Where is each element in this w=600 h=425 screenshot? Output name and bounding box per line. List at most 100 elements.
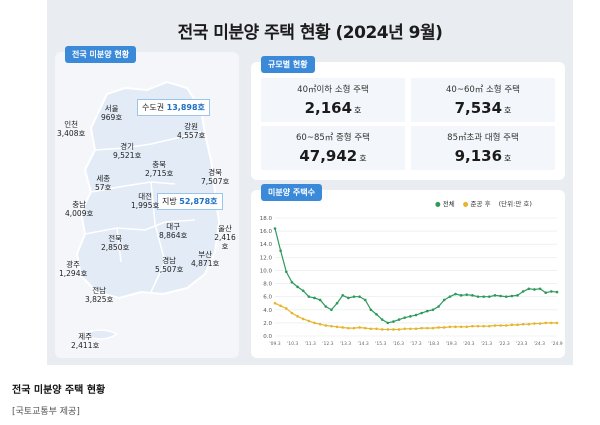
size-card: 규모별 현황 40㎡이하 소형 주택 2,164 호 40~60㎡ 소형 주택 7… [251,56,565,180]
series-point-total [273,227,277,230]
series-point-total [442,298,446,302]
series-point-completed [459,325,463,329]
series-point-total [533,288,536,291]
region-busan: 부산 4,871호 [191,250,220,268]
series-point-total [425,309,429,313]
series-point-completed [425,326,429,330]
line-chart-card: 미분양 주택수 ● 전체 ● 준공 후 (단위:만 호) 0.0 2.0 4.0 6.… [251,184,565,358]
local-area-box: 지방 52,878호 [157,193,223,210]
series-point-total [330,308,333,312]
region-sejong: 세종 57호 [95,174,112,192]
x-tick-label: '12.3 [322,341,333,347]
series-point-completed [448,325,452,329]
series-point-total [431,308,435,312]
series-point-completed [442,326,446,329]
infographic-panel: 전국 미분양 주택 현황 (2024년 9월) 전국 미분양 현황 수도권 13… [47,0,573,365]
series-point-completed [301,317,305,321]
region-gyeongbuk: 경북 7,507호 [201,168,230,186]
series-point-total [538,287,542,291]
series-point-completed [544,321,548,325]
size-label: 85㎡초과 대형 주택 [447,133,519,143]
series-point-total [476,295,480,298]
size-cell-60-85: 60~85㎡ 중형 주택 47,942 호 [261,126,405,170]
series-point-total [296,285,299,289]
y-tick-label: 18.0 [260,216,273,222]
series-point-total [550,290,553,293]
legend-total-label: 전체 [442,200,455,208]
region-chungbuk: 충북 2,715호 [145,160,174,178]
series-point-total [544,291,548,295]
series-point-total [358,295,361,298]
size-value: 7,534 [454,99,503,117]
region-incheon: 인천 3,408호 [57,120,86,138]
series-point-total [499,294,502,298]
y-tick-label: 4.0 [263,308,272,314]
size-cell-under40: 40㎡이하 소형 주택 2,164 호 [261,78,405,122]
series-point-total [313,296,316,300]
series-point-completed [352,326,356,330]
capital-label: 수도권 [142,103,165,112]
region-gyeonggi: 경기 9,521호 [113,142,142,160]
series-point-completed [380,328,384,331]
series-point-total [352,295,356,298]
series-point-completed [465,325,469,329]
series-point-completed [403,327,407,331]
series-point-completed [335,325,339,329]
series-point-total [504,295,508,298]
size-unit: 호 [504,106,512,115]
series-point-total [335,301,339,305]
y-tick-label: 6.0 [263,295,272,301]
series-point-completed [476,324,480,328]
series-point-completed [510,323,514,327]
series-point-completed [493,324,497,327]
size-value-wrap: 9,136 호 [411,147,555,165]
series-point-total [527,287,531,291]
x-tick-label: '22.3 [498,341,509,347]
series-point-completed [358,326,361,329]
series-point-total [324,305,328,308]
series-point-total [510,294,514,298]
series-point-completed [330,324,333,328]
x-tick-label: '20.3 [463,341,474,347]
x-tick-label: '19.3 [446,341,457,347]
capital-area-box: 수도권 13,898호 [137,99,210,116]
series-point-completed [347,326,350,330]
size-label: 40~60㎡ 소형 주택 [446,85,520,95]
series-point-total [392,320,395,323]
series-point-total [437,305,440,308]
size-unit: 호 [504,154,512,163]
series-point-total [386,321,390,325]
x-tick-label: '24.3 [534,341,545,347]
region-chungnam: 충남 4,009호 [65,200,94,218]
line-chart-svg: 0.0 2.0 4.0 6.0 8.0 10.0 12.0 14.0 16.0 18.0 '09.3… [260,216,563,347]
chart-legend: ● 전체 ● 준공 후 (단위:만 호) [435,198,532,208]
x-tick-label: '24.9 [551,341,562,347]
series-point-total [409,315,412,318]
series-point-completed [488,324,491,328]
y-tick-label: 0.0 [263,334,272,340]
series-point-total [516,294,519,297]
series-point-total [290,280,294,284]
caption-source: [국토교통부 제공] [12,407,80,417]
capital-value: 13,898호 [166,103,205,112]
series-point-total [279,249,282,253]
series-point-total [521,290,525,293]
region-gyeongnam: 경남 5,507호 [155,256,184,274]
series-point-completed [273,301,277,305]
x-tick-label: '21.3 [481,341,492,347]
series-line-completed [274,302,557,331]
series-point-total [380,318,384,321]
series-point-completed [341,326,344,329]
series-point-completed [482,324,485,328]
series-point-completed [386,328,390,331]
map-card: 전국 미분양 현황 수도권 13,898호 지방 52,878호 서울 969호 … [55,46,239,358]
series-point-completed [279,304,282,308]
series-point-total [471,294,474,297]
map-card-tag: 전국 미분양 현황 [65,46,137,63]
series-point-total [307,295,311,298]
series-line-total [274,228,558,324]
legend-total-marker: ● [435,200,441,208]
series-point-completed [296,315,299,318]
series-point-total [555,290,559,294]
x-tick-label: '23.3 [516,341,527,347]
